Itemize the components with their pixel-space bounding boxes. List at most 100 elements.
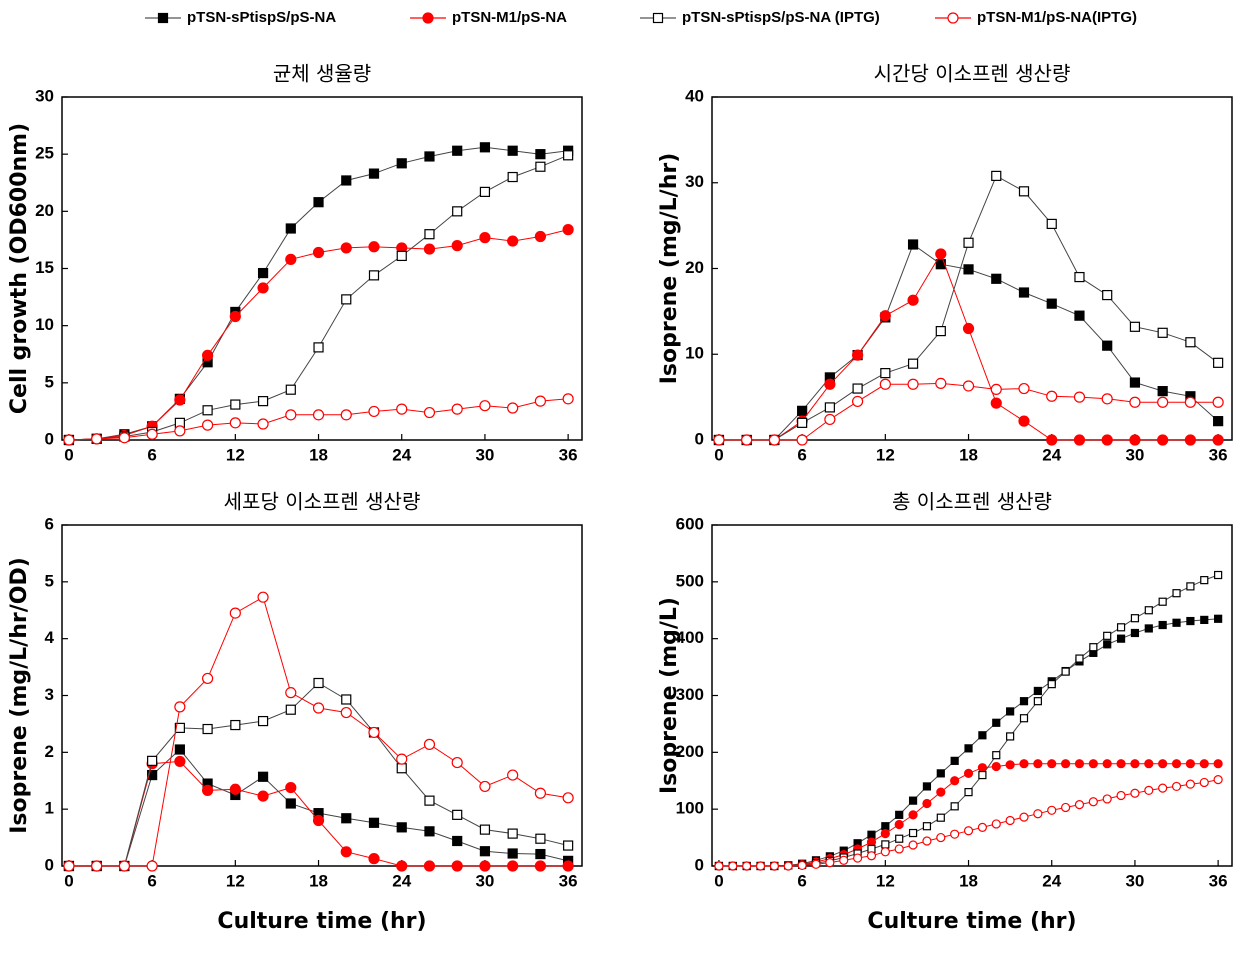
y-tick-label: 15 <box>35 258 54 277</box>
data-point <box>991 273 1002 284</box>
x-tick-label: 18 <box>309 871 328 890</box>
data-point <box>563 150 574 161</box>
data-point <box>978 731 987 740</box>
data-point <box>1074 271 1085 283</box>
data-point <box>977 822 988 832</box>
data-point <box>1102 794 1112 804</box>
data-point <box>1158 759 1168 769</box>
series-line <box>718 382 1219 441</box>
data-point <box>935 259 946 270</box>
y-tick-label: 0 <box>695 855 704 874</box>
data-point <box>63 434 75 446</box>
data-point <box>881 840 890 849</box>
legend-marker <box>157 12 169 24</box>
data-point <box>907 294 919 306</box>
data-point <box>895 810 904 819</box>
data-point <box>396 822 407 833</box>
data-point <box>202 349 214 361</box>
data-point <box>1129 396 1141 408</box>
data-point <box>879 378 891 390</box>
x-tick-label: 36 <box>559 445 578 464</box>
y-tick-label: 25 <box>35 144 54 163</box>
data-point <box>424 826 435 837</box>
data-point <box>908 796 918 805</box>
x-tick-label: 12 <box>876 445 895 464</box>
data-point <box>922 836 932 846</box>
data-point <box>118 432 131 444</box>
data-point <box>991 761 1001 772</box>
data-point <box>1103 631 1112 640</box>
series-line <box>68 146 569 441</box>
data-point <box>1157 434 1169 446</box>
data-point <box>285 704 296 715</box>
data-point <box>1074 310 1085 321</box>
data-point <box>202 419 214 431</box>
data-point <box>936 787 946 797</box>
data-point <box>935 377 947 390</box>
data-point <box>174 425 186 437</box>
data-point <box>479 824 491 835</box>
data-point <box>202 672 214 685</box>
data-point <box>1199 777 1209 788</box>
data-point <box>1171 759 1182 769</box>
x-tick-label: 24 <box>1042 871 1061 890</box>
y-tick-label: 0 <box>45 855 54 874</box>
data-point <box>894 819 904 830</box>
data-point <box>922 822 932 831</box>
data-point <box>963 237 974 248</box>
data-point <box>935 325 946 337</box>
y-tick-label: 30 <box>685 172 704 191</box>
data-point <box>1102 340 1113 351</box>
data-point <box>922 798 932 809</box>
data-point <box>950 802 959 811</box>
data-point <box>229 310 241 323</box>
data-point <box>452 206 463 217</box>
chart-title: 균체 생율량 <box>273 62 371 86</box>
y-tick-label: 10 <box>35 315 54 334</box>
data-point <box>935 248 947 260</box>
data-point <box>824 413 836 426</box>
x-tick-label: 18 <box>959 445 978 464</box>
data-point <box>396 158 407 169</box>
legend-label: pTSN-M1/pS-NA(IPTG) <box>977 9 1137 26</box>
data-point <box>1200 615 1209 625</box>
legend-marker <box>422 12 434 24</box>
data-point <box>312 409 325 421</box>
y-tick-label: 30 <box>35 86 54 105</box>
data-point <box>174 722 185 733</box>
data-point <box>507 171 518 183</box>
x-tick-label: 30 <box>1125 445 1144 464</box>
data-point <box>962 322 975 335</box>
x-tick-label: 6 <box>147 871 156 890</box>
data-point <box>907 378 919 390</box>
legend-label: pTSN-sPtispS/pS-NA (IPTG) <box>682 9 880 26</box>
data-point <box>340 242 352 254</box>
data-point <box>174 394 186 406</box>
x-axis-label: Culture time (hr) <box>217 909 426 934</box>
data-point <box>230 399 241 410</box>
legend-label: pTSN-sPtispS/pS-NA <box>187 9 336 26</box>
data-point <box>1073 391 1086 403</box>
chart-title: 총 이소프렌 생산량 <box>892 490 1052 514</box>
data-point <box>1102 289 1113 301</box>
x-tick-label: 6 <box>797 445 806 464</box>
data-point <box>1158 783 1168 793</box>
data-point <box>257 771 269 782</box>
data-point <box>825 857 835 868</box>
data-point <box>1186 582 1195 591</box>
data-point <box>1199 759 1209 769</box>
data-point <box>1157 327 1168 338</box>
series-line <box>68 229 569 441</box>
y-tick-label: 400 <box>676 628 704 647</box>
data-point <box>768 434 781 446</box>
data-point <box>1214 614 1223 623</box>
data-point <box>936 813 945 822</box>
data-point <box>202 723 213 735</box>
data-point <box>1074 759 1085 769</box>
data-point <box>1129 377 1141 388</box>
x-axis-label: Culture time (hr) <box>867 909 1076 934</box>
data-point <box>507 860 519 872</box>
data-point <box>1033 809 1043 819</box>
data-point <box>962 380 975 392</box>
data-point <box>1047 759 1057 769</box>
